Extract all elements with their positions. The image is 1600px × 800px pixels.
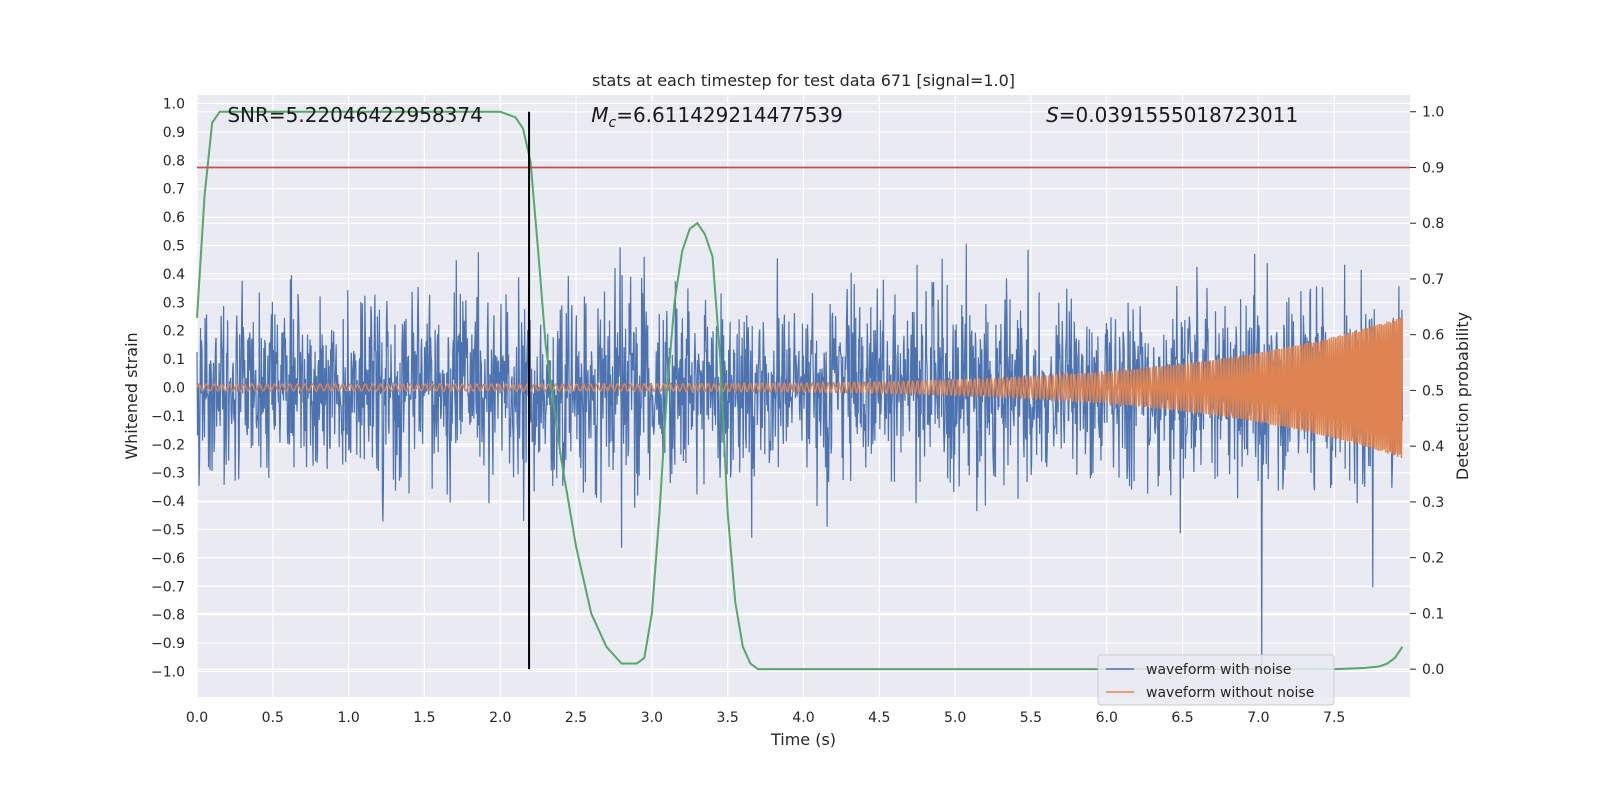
series-detection-probability — [196, 110, 1404, 671]
y-tick-label-left: 1.0 — [163, 97, 185, 113]
x-tick-label: 5.0 — [944, 710, 966, 726]
legend-box — [1097, 654, 1335, 706]
y-tick-label-left: −0.7 — [151, 579, 185, 595]
y-tick-label-left: 0.4 — [163, 267, 185, 283]
legend-label-waveform-with-noise: waveform with noise — [1146, 662, 1291, 678]
legend: waveform with noise waveform without noi… — [1097, 654, 1335, 706]
y-axis-label-right: Detection probability — [1453, 312, 1472, 480]
plot-series — [196, 110, 1404, 671]
s-symbol: S — [1046, 103, 1059, 127]
x-tick-label: 3.5 — [717, 710, 739, 726]
y-tick-label-right: 0.2 — [1422, 551, 1444, 567]
y-tick-label-right: 0.9 — [1422, 160, 1444, 176]
y-tick-label-left: −0.6 — [151, 551, 185, 567]
x-tick-label: 2.0 — [489, 710, 511, 726]
y-tick-label-right: 0.8 — [1422, 216, 1444, 232]
series-waveform-without-noise — [196, 317, 1404, 459]
y-tick-label-right: 0.3 — [1422, 495, 1444, 511]
x-tick-label: 7.5 — [1323, 710, 1345, 726]
x-tick-label: 2.5 — [565, 710, 587, 726]
x-tick-label: 0.5 — [262, 710, 284, 726]
y-tick-label-right: 0.5 — [1422, 383, 1444, 399]
tick-labels: 0.0 0.5 1.0 1.5 2.0 2.5 3.0 3.5 4.0 4.5 5.0 5.5 6.0 6… — [151, 97, 1444, 726]
y-tick-label-left: −0.3 — [151, 466, 185, 482]
y-tick-label-left: 0.2 — [163, 324, 185, 340]
x-tick-label: 4.5 — [868, 710, 890, 726]
x-tick-label: 6.5 — [1171, 710, 1193, 726]
y-tick-label-left: −0.1 — [151, 409, 185, 425]
y-tick-label-right: 0.0 — [1422, 662, 1444, 678]
x-tick-label: 1.0 — [337, 710, 359, 726]
x-tick-label: 7.0 — [1247, 710, 1269, 726]
y-axis-label-left: Whitened strain — [122, 332, 141, 459]
y-tick-label-left: −0.5 — [151, 522, 185, 538]
x-axis-label: Time (s) — [770, 730, 836, 749]
y-tick-label-right: 0.7 — [1422, 272, 1444, 288]
y-tick-label-left: 0.0 — [163, 380, 185, 396]
y-tick-label-right: 0.1 — [1422, 606, 1444, 622]
x-tick-label: 0.0 — [186, 710, 208, 726]
y-tick-label-left: 0.3 — [163, 295, 185, 311]
y-tick-label-right: 0.6 — [1422, 328, 1444, 344]
s-annotation: S=0.0391555018723011 — [1046, 103, 1298, 127]
y-tick-label-left: −1.0 — [151, 664, 185, 680]
y-tick-label-left: −0.9 — [151, 636, 185, 652]
y-tick-label-left: −0.4 — [151, 494, 185, 510]
chirp-mass-annotation: Mc=6.611429214477539 — [591, 103, 843, 131]
y-tick-label-left: 0.9 — [163, 125, 185, 141]
x-tick-label: 3.0 — [641, 710, 663, 726]
s-value: =0.0391555018723011 — [1059, 103, 1298, 127]
chart-title: stats at each timestep for test data 671… — [592, 71, 1015, 90]
plot-overlays — [197, 111, 1410, 670]
x-tick-label: 6.0 — [1096, 710, 1118, 726]
y-tick-label-left: 0.7 — [163, 182, 185, 198]
legend-label-waveform-without-noise: waveform without noise — [1146, 685, 1314, 701]
x-tick-label: 5.5 — [1020, 710, 1042, 726]
snr-annotation: SNR=5.22046422958374 — [227, 103, 483, 127]
chirp-mass-subscript: c — [608, 115, 616, 131]
y-tick-label-left: −0.2 — [151, 437, 185, 453]
chirp-mass-symbol: M — [591, 103, 608, 127]
y-tick-label-right: 0.4 — [1422, 439, 1444, 455]
y-tick-label-right: 1.0 — [1422, 105, 1444, 121]
y-tick-label-left: 0.5 — [163, 239, 185, 255]
series-waveform-with-noise — [196, 243, 1404, 666]
y-tick-label-left: 0.6 — [163, 210, 185, 226]
x-tick-label: 4.0 — [792, 710, 814, 726]
y-tick-label-left: −0.8 — [151, 608, 185, 624]
y-tick-label-left: 0.8 — [163, 153, 185, 169]
y-tick-label-left: 0.1 — [163, 352, 185, 368]
chirp-mass-value: =6.611429214477539 — [616, 103, 843, 127]
x-tick-label: 1.5 — [413, 710, 435, 726]
